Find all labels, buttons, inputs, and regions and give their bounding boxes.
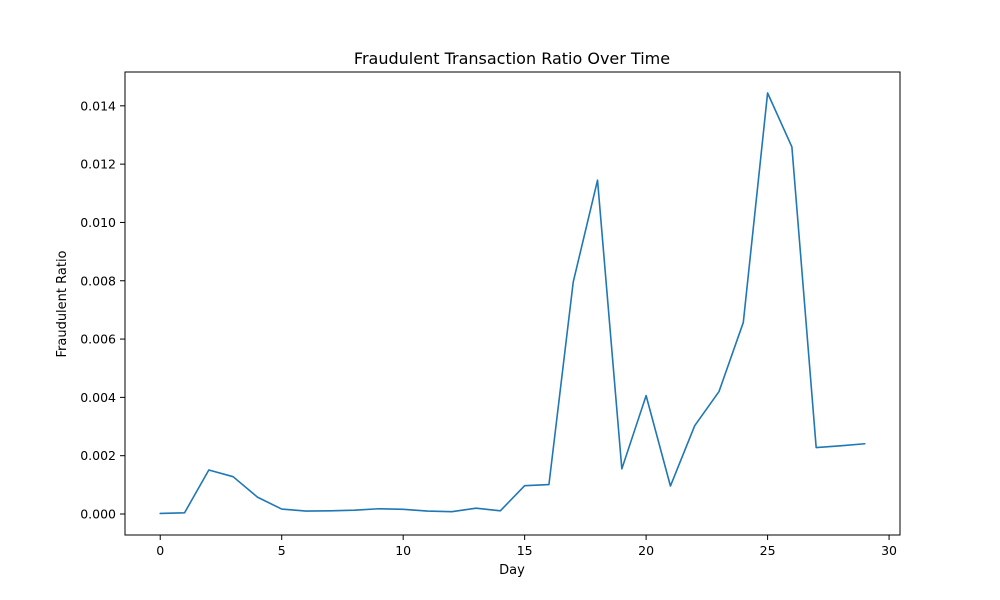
y-tick-label: 0.000 [80, 507, 116, 522]
plot-frame [124, 71, 901, 536]
x-tick-label: 0 [156, 543, 164, 558]
x-tick-label: 10 [395, 543, 411, 558]
x-axis-label: Day [499, 563, 525, 578]
x-tick-label: 5 [278, 543, 286, 558]
y-tick-label: 0.002 [80, 448, 116, 463]
series-line-0 [159, 92, 866, 515]
chart-title: Fraudulent Transaction Ratio Over Time [354, 49, 670, 68]
x-axis: 0 5 10 15 20 25 30 [156, 535, 897, 558]
y-tick-label: 0.008 [80, 273, 116, 288]
y-tick-label: 0.012 [80, 157, 116, 172]
y-tick-label: 0.010 [80, 215, 116, 230]
x-tick-label: 25 [760, 543, 776, 558]
y-tick-label: 0.004 [80, 390, 116, 405]
x-tick-label: 15 [517, 543, 533, 558]
y-tick-label: 0.006 [80, 332, 116, 347]
x-tick-label: 20 [638, 543, 654, 558]
y-tick-label: 0.014 [80, 98, 116, 113]
x-tick-label: 30 [881, 543, 897, 558]
y-axis-label: Fraudulent Ratio [55, 250, 70, 357]
y-axis: 0.000 0.002 0.004 0.006 0.008 0.010 0.012 0.014 [80, 98, 125, 522]
plot-area [124, 71, 901, 536]
